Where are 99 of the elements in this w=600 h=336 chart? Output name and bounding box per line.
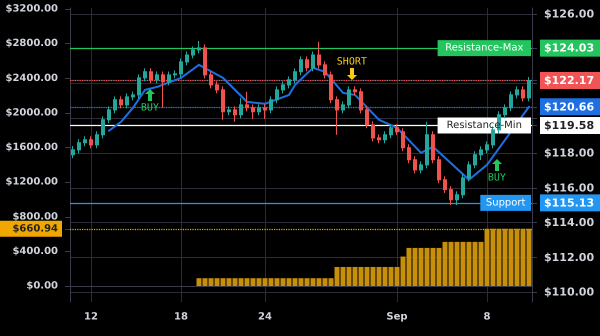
y2-tick-label: $124.03: [544, 42, 594, 55]
candlestick: [281, 80, 285, 94]
candlestick: [443, 176, 447, 194]
candlestick: [275, 86, 279, 104]
candlestick: [119, 96, 123, 109]
y2-tick-label: $112.00: [544, 250, 594, 264]
candlestick: [395, 124, 399, 136]
candlestick: [95, 130, 99, 149]
candlestick: [221, 86, 225, 120]
candlestick: [479, 146, 483, 160]
candlestick: [347, 86, 351, 109]
candlestick: [509, 90, 513, 112]
candlestick: [173, 70, 177, 79]
y-tick-label: $2000.00: [5, 107, 58, 118]
y-tick-label: $660.94: [12, 223, 58, 234]
candlestick: [485, 140, 489, 154]
candlestick: [233, 106, 237, 122]
candlestick: [287, 76, 291, 89]
y2-tick-label: $116.00: [544, 181, 594, 194]
candlestick: [305, 56, 309, 72]
candlestick: [407, 144, 411, 164]
candlestick: [449, 186, 453, 206]
candlestick: [71, 146, 75, 159]
candlestick: [377, 134, 381, 144]
y2-tick-label: $122.17: [544, 74, 594, 87]
y2-tick-label: $119.58: [544, 119, 594, 132]
y-tick-label: $400.00: [12, 246, 58, 257]
candlestick: [77, 138, 81, 154]
y2-tick-label: $126.00: [544, 7, 594, 20]
candlestick: [371, 120, 375, 142]
y-tick-label: $2400.00: [5, 72, 58, 84]
candlestick: [137, 74, 141, 99]
candlestick: [317, 41, 321, 69]
candlestick: [461, 174, 465, 199]
y-tick-label: $3200.00: [5, 4, 58, 15]
candlestick: [473, 150, 477, 169]
y-tick-label: $1600.00: [5, 142, 58, 154]
x-tick-label: 12: [84, 312, 98, 322]
y-tick-label: $800.00: [12, 211, 58, 222]
candlestick: [239, 97, 243, 119]
candlestick: [521, 86, 525, 102]
candlestick: [191, 46, 195, 59]
candlestick: [299, 56, 303, 76]
candlestick: [269, 96, 273, 114]
candlestick: [467, 160, 471, 182]
annotation: BUY: [488, 172, 506, 184]
y2-tick-label: $110.00: [544, 286, 594, 299]
candlestick: [353, 86, 357, 96]
candlestick: [107, 106, 111, 124]
x-tick-label: 24: [258, 312, 272, 322]
candlestick: [431, 130, 435, 164]
candlestick: [341, 100, 345, 114]
x-tick-label: 18: [174, 312, 188, 322]
candlestick: [359, 88, 363, 114]
candlestick: [89, 136, 93, 149]
y2-tick-label: $115.13: [544, 196, 594, 210]
x-tick-label: 8: [484, 312, 491, 322]
candlestick: [311, 50, 315, 72]
candlestick: [413, 156, 417, 174]
annotation: SHORT: [336, 56, 367, 68]
candlestick: [365, 106, 369, 129]
candlestick: [251, 104, 255, 120]
candlestick: [419, 160, 423, 174]
candlestick: [515, 86, 519, 99]
ref-line-label: Resistance-Max: [445, 42, 524, 54]
candlestick: [257, 104, 261, 116]
candlestick: [155, 70, 159, 84]
candlestick: [143, 68, 147, 82]
candlestick: [335, 96, 339, 136]
y2-tick-label: $120.66: [544, 100, 594, 114]
candlestick: [131, 90, 135, 101]
candlestick: [197, 40, 201, 54]
candlestick: [263, 104, 267, 120]
ref-line-label: Support: [486, 197, 526, 208]
candlestick: [503, 104, 507, 119]
candlestick: [293, 68, 297, 84]
candlestick: [245, 91, 249, 112]
candlestick: [437, 156, 441, 184]
candlestick: [179, 58, 183, 78]
y2-tick-label: $118.00: [544, 146, 594, 160]
candlestick: [455, 190, 459, 206]
candlestick: [383, 130, 387, 144]
candlestick: [401, 128, 405, 152]
candlestick: [113, 96, 117, 114]
candlestick: [185, 50, 189, 66]
candlestick: [101, 116, 105, 139]
candlestick: [527, 76, 531, 102]
y2-tick-label: $114.00: [544, 216, 594, 230]
candlestick: [425, 121, 429, 169]
candlestick: [83, 136, 87, 147]
candlestick: [125, 92, 129, 109]
y-tick-label: $1200.00: [5, 176, 58, 188]
y-tick-label: $2800.00: [5, 38, 58, 50]
candlestick: [167, 70, 171, 86]
y-tick-label: $0.00: [26, 280, 58, 292]
x-tick-label: Sep: [386, 312, 408, 322]
annotation: BUY: [140, 102, 159, 114]
candlestick: [389, 124, 393, 139]
candlestick: [227, 106, 231, 116]
